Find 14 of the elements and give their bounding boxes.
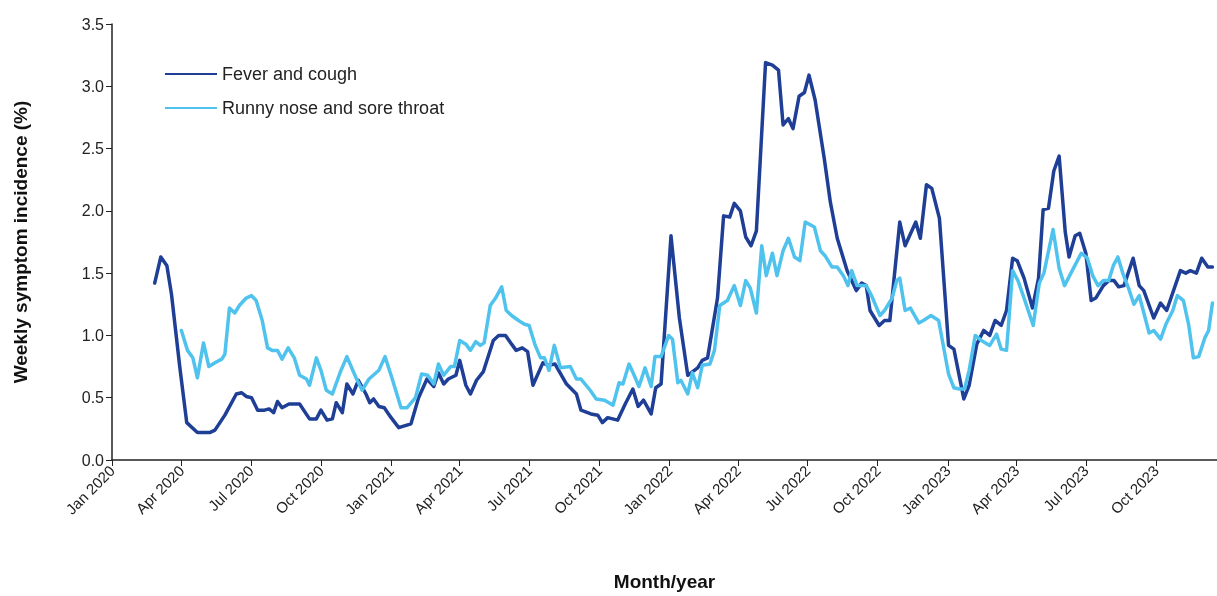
y-axis-title: Weekly symptom incidence (%) xyxy=(10,100,31,384)
legend-label: Runny nose and sore throat xyxy=(222,98,445,118)
y-tick-label: 2.5 xyxy=(81,140,105,158)
line-series xyxy=(179,220,1215,410)
y-tick-label: 3.0 xyxy=(81,77,105,95)
x-axis-title: Month/year xyxy=(613,571,716,592)
y-tick-label: 1.5 xyxy=(81,264,105,282)
y-tick-label: 1.0 xyxy=(81,326,105,344)
y-tick-label: 3.5 xyxy=(81,15,105,33)
legend-label: Fever and cough xyxy=(222,64,358,84)
y-tick-label: 2.0 xyxy=(81,202,105,220)
y-tick-label: 0.5 xyxy=(81,389,105,407)
line-series xyxy=(152,60,1215,435)
y-tick-label: 0.0 xyxy=(81,451,105,469)
